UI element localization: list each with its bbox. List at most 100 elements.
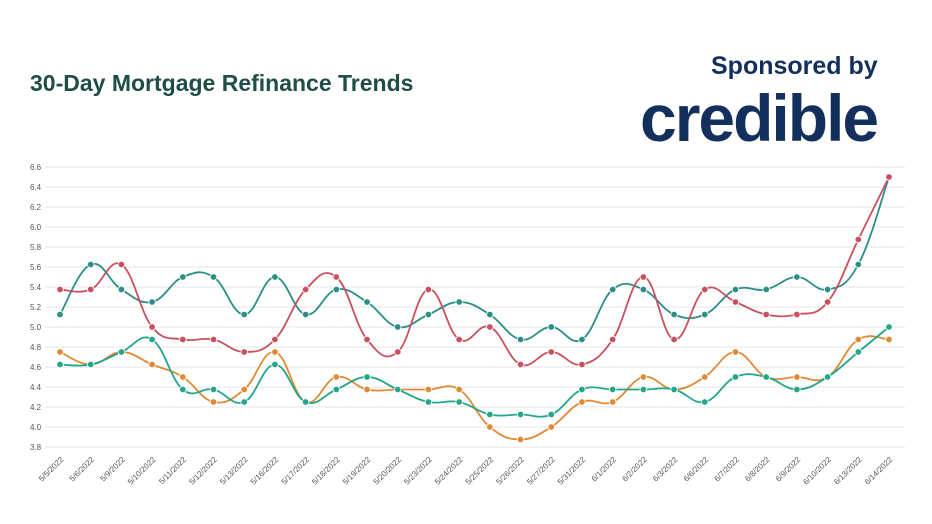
series-line-0 bbox=[59, 176, 890, 343]
y-tick-label: 6.6 bbox=[30, 163, 42, 172]
data-point bbox=[823, 373, 832, 381]
data-point bbox=[117, 285, 126, 294]
data-point bbox=[885, 323, 893, 331]
x-tick-label: 5/5/2022 bbox=[37, 455, 66, 484]
data-point bbox=[148, 335, 156, 344]
y-tick-label: 6.4 bbox=[30, 183, 42, 192]
data-point bbox=[56, 348, 64, 356]
data-point bbox=[240, 398, 248, 406]
data-point bbox=[701, 285, 709, 294]
x-tick-label: 5/17/2022 bbox=[280, 455, 312, 487]
data-point bbox=[455, 398, 463, 406]
y-tick-label: 4.2 bbox=[30, 403, 42, 412]
data-point bbox=[148, 360, 156, 369]
data-point bbox=[793, 273, 801, 281]
data-point bbox=[56, 310, 64, 319]
data-point bbox=[394, 385, 402, 394]
x-tick-label: 5/31/2022 bbox=[556, 455, 588, 487]
data-point bbox=[301, 398, 310, 406]
data-point bbox=[823, 285, 832, 294]
credible-logo: credible bbox=[640, 81, 879, 155]
data-point bbox=[578, 385, 586, 394]
data-point bbox=[885, 335, 893, 344]
data-point bbox=[578, 335, 586, 344]
y-tick-label: 6.2 bbox=[30, 203, 42, 212]
x-tick-label: 5/10/2022 bbox=[126, 455, 158, 487]
data-point bbox=[608, 398, 617, 406]
data-point bbox=[179, 385, 187, 394]
y-tick-label: 4.6 bbox=[30, 363, 42, 372]
data-point bbox=[424, 310, 433, 319]
x-tick-label: 6/7/2022 bbox=[713, 455, 742, 484]
data-point bbox=[240, 310, 248, 319]
data-point bbox=[87, 360, 95, 369]
data-point bbox=[271, 360, 279, 369]
data-point bbox=[209, 398, 218, 406]
data-point bbox=[179, 273, 187, 281]
x-tick-label: 5/27/2022 bbox=[525, 455, 557, 487]
data-point bbox=[639, 285, 648, 294]
data-point bbox=[56, 285, 64, 294]
data-point bbox=[670, 335, 678, 344]
data-point bbox=[301, 310, 310, 319]
y-tick-label: 4.0 bbox=[30, 423, 42, 432]
data-point bbox=[793, 385, 801, 394]
data-point bbox=[87, 285, 95, 294]
data-point bbox=[608, 385, 617, 394]
data-point bbox=[516, 410, 525, 419]
data-point bbox=[762, 285, 770, 294]
data-point bbox=[271, 335, 279, 344]
data-point bbox=[701, 373, 709, 381]
data-point bbox=[670, 385, 678, 394]
data-point bbox=[56, 360, 64, 369]
data-point bbox=[240, 385, 248, 394]
data-point bbox=[639, 385, 648, 394]
data-point bbox=[271, 273, 279, 281]
y-tick-label: 5.2 bbox=[30, 303, 42, 312]
data-point bbox=[455, 385, 463, 394]
x-tick-label: 5/9/2022 bbox=[98, 455, 127, 484]
data-point bbox=[701, 310, 709, 319]
data-point bbox=[486, 323, 494, 331]
x-tick-label: 6/1/2022 bbox=[590, 455, 619, 484]
data-point bbox=[547, 323, 555, 331]
data-point bbox=[516, 435, 525, 444]
data-point bbox=[209, 273, 218, 281]
data-point bbox=[547, 423, 555, 431]
y-tick-label: 5.6 bbox=[30, 263, 42, 272]
data-point bbox=[363, 298, 371, 306]
x-tick-label: 5/16/2022 bbox=[249, 455, 281, 487]
data-point bbox=[332, 285, 341, 294]
data-point bbox=[854, 235, 862, 244]
data-point bbox=[271, 348, 279, 356]
chart-title: 30-Day Mortgage Refinance Trends bbox=[30, 70, 414, 96]
data-point bbox=[885, 173, 893, 181]
data-point bbox=[332, 273, 341, 281]
data-point bbox=[301, 285, 310, 294]
data-point bbox=[762, 310, 770, 319]
data-point bbox=[87, 260, 95, 269]
x-tick-label: 6/13/2022 bbox=[832, 455, 864, 487]
data-point bbox=[486, 310, 494, 319]
data-point bbox=[608, 285, 617, 294]
data-point bbox=[823, 298, 832, 306]
data-point bbox=[608, 335, 617, 344]
x-tick-label: 5/25/2022 bbox=[464, 455, 496, 487]
data-point bbox=[731, 373, 740, 381]
data-point bbox=[854, 335, 862, 344]
x-tick-label: 5/26/2022 bbox=[494, 455, 526, 487]
x-tick-label: 6/3/2022 bbox=[651, 455, 680, 484]
data-point bbox=[793, 373, 801, 381]
data-point bbox=[670, 310, 678, 319]
x-tick-label: 5/6/2022 bbox=[68, 455, 97, 484]
y-tick-label: 3.8 bbox=[30, 443, 42, 452]
x-tick-label: 5/12/2022 bbox=[187, 455, 219, 487]
data-point bbox=[793, 310, 801, 319]
data-point bbox=[332, 385, 341, 394]
data-point bbox=[455, 335, 463, 344]
x-tick-label: 5/20/2022 bbox=[372, 455, 404, 487]
data-point bbox=[424, 385, 433, 394]
data-point bbox=[701, 398, 709, 406]
data-point bbox=[486, 423, 494, 431]
